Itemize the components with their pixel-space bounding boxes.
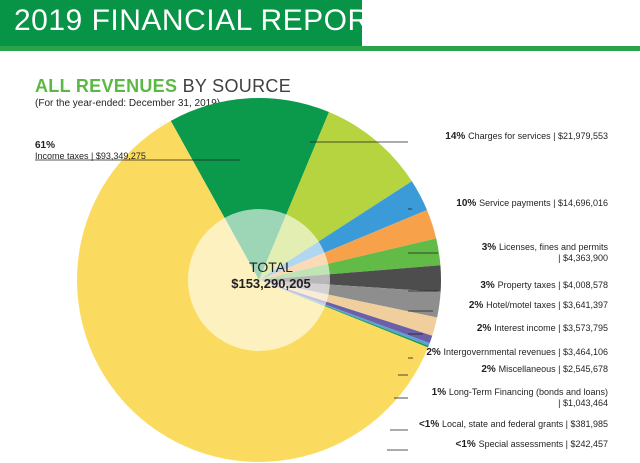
slice-label-special-assessments: <1% Special assessments | $242,457 [456,439,609,450]
chart-subtitle: (For the year-ended: December 31, 2019) [35,98,221,109]
slice-label-long-term-financing-bonds-and-loans: 1% Long-Term Financing (bonds and loans)… [432,387,608,408]
slice-label-property-taxes: 3% Property taxes | $4,008,578 [480,280,608,291]
chart-title-strong: ALL REVENUES [35,76,178,96]
slice-label-interest-income: 2% Interest income | $3,573,795 [477,323,608,334]
slice-label-intergovernmental-revenues: 2% Intergovernmental revenues | $3,464,1… [426,347,608,358]
header-rule [0,46,640,51]
slice-label-local-state-and-federal-grants: <1% Local, state and federal grants | $3… [419,419,608,430]
slice-label-miscellaneous: 2% Miscellaneous | $2,545,678 [481,364,608,375]
header-banner: 2019 FINANCIAL REPORTS [0,0,408,46]
slice-label-income-taxes: 61% Income taxes | $93,349,275 [35,140,146,161]
slice-label-charges-for-services: 14% Charges for services | $21,979,553 [445,131,608,142]
pie-slice-interest-income [259,265,441,292]
center-total-label: TOTAL [249,259,293,275]
leader-lines [35,141,438,451]
chart-title-light: BY SOURCE [177,76,291,96]
chart-title: ALL REVENUES BY SOURCE [35,76,291,97]
slice-label-hotel-motel-taxes: 2% Hotel/motel taxes | $3,641,397 [469,300,608,311]
slice-label-licenses-fines-and-permits: 3% Licenses, fines and permits | $4,363,9… [482,242,609,263]
center-circle [188,209,330,351]
slice-label-service-payments: 10% Service payments | $14,696,016 [456,198,608,209]
slice-labels: 14% Charges for services | $21,979,553 10… [35,131,608,450]
center-total-value: $153,290,205 [231,276,311,291]
pie-slice-charges-for-services [170,97,329,280]
page-title: 2019 FINANCIAL REPORTS [14,4,409,37]
